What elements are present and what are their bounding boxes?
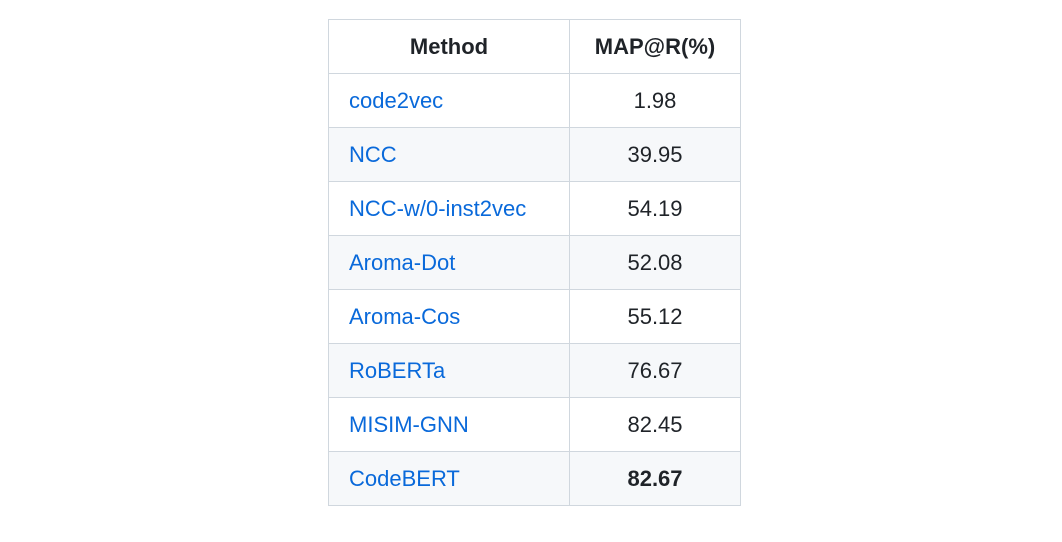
table-header-row: Method MAP@R(%) [328,19,741,74]
method-link[interactable]: Aroma-Dot [349,249,456,275]
table-row: code2vec 1.98 [328,73,741,128]
method-cell: CodeBERT [328,451,570,506]
method-cell: NCC-w/0-inst2vec [328,181,570,236]
table-row: NCC 39.95 [328,127,741,182]
method-link[interactable]: Aroma-Cos [349,303,461,329]
map-r-value: 82.45 [569,397,741,452]
table-row: CodeBERT 82.67 [328,451,741,506]
method-link[interactable]: RoBERTa [349,357,446,383]
method-cell: RoBERTa [328,343,570,398]
map-r-value: 39.95 [569,127,741,182]
map-r-value: 52.08 [569,235,741,290]
map-r-value: 76.67 [569,343,741,398]
method-link[interactable]: NCC [349,141,397,167]
method-cell: code2vec [328,73,570,128]
map-r-value: 1.98 [569,73,741,128]
method-cell: NCC [328,127,570,182]
method-cell: MISIM-GNN [328,397,570,452]
table-row: Aroma-Dot 52.08 [328,235,741,290]
map-r-value: 82.67 [569,451,741,506]
table-body: code2vec 1.98 NCC 39.95 NCC-w/0-inst2vec… [328,73,741,506]
map-r-value: 54.19 [569,181,741,236]
table-row: NCC-w/0-inst2vec 54.19 [328,181,741,236]
table-row: Aroma-Cos 55.12 [328,289,741,344]
map-r-value: 55.12 [569,289,741,344]
method-link[interactable]: MISIM-GNN [349,411,469,437]
results-table: Method MAP@R(%) code2vec 1.98 NCC 39.95 … [328,19,741,506]
table-row: MISIM-GNN 82.45 [328,397,741,452]
method-cell: Aroma-Cos [328,289,570,344]
column-header-map-r: MAP@R(%) [569,19,741,74]
table-row: RoBERTa 76.67 [328,343,741,398]
column-header-method: Method [328,19,570,74]
method-link[interactable]: code2vec [349,87,444,113]
method-cell: Aroma-Dot [328,235,570,290]
method-link[interactable]: NCC-w/0-inst2vec [349,195,527,221]
method-link[interactable]: CodeBERT [349,465,460,491]
